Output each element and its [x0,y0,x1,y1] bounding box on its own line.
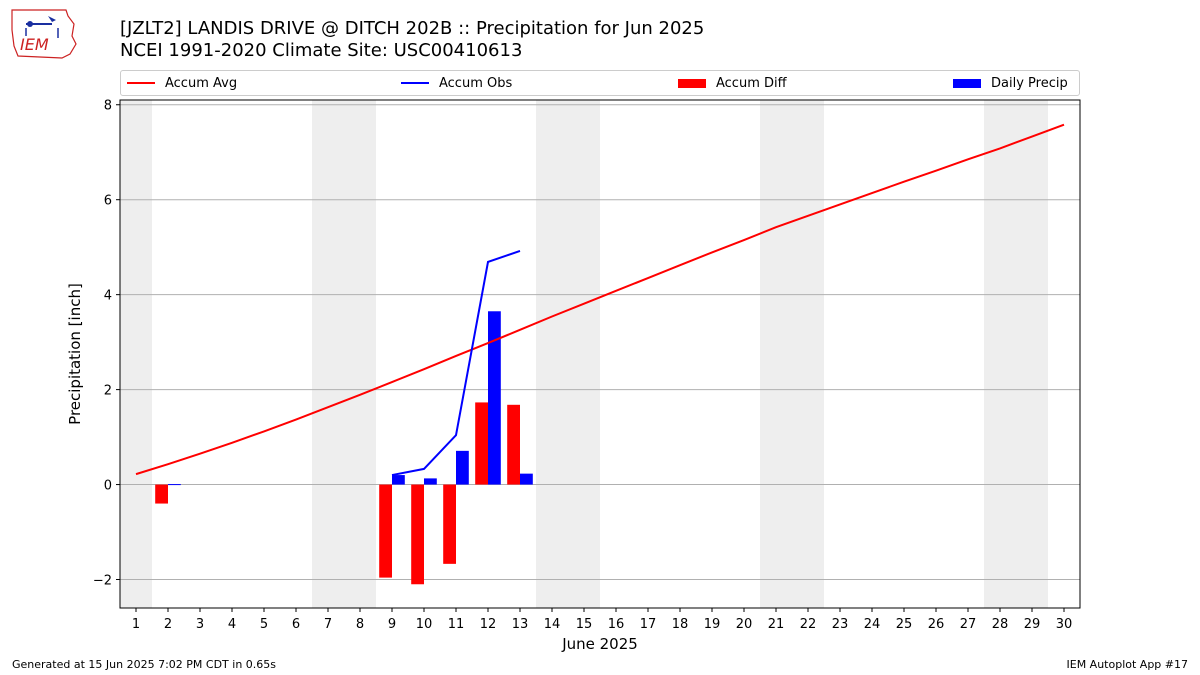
x-tick-label: 3 [196,617,204,632]
legend-swatch-accum-diff [678,78,706,88]
x-tick-label: 4 [228,617,236,632]
x-tick-label: 20 [736,617,753,632]
y-axis-label: Precipitation [inch] [66,283,84,425]
weekend-band [536,100,568,608]
accum-avg-line [135,123,1065,476]
weekend-band [568,100,600,608]
legend-accum-diff: Accum Diff [678,71,787,95]
weekend-band [120,100,152,608]
legend-swatch-accum-obs [401,82,429,84]
y-tick-label: −2 [93,574,112,589]
weekend-band [1016,100,1048,608]
footer-app: IEM Autoplot App #17 [1066,658,1189,671]
legend-accum-avg: Accum Avg [127,71,237,95]
x-tick-label: 22 [800,617,817,632]
y-tick-label: 8 [104,99,112,114]
x-tick-label: 9 [388,617,396,632]
x-tick-label: 24 [864,617,881,632]
accum-diff-bar [507,404,520,485]
daily-precip-bar [424,478,437,485]
x-tick-label: 5 [260,617,268,632]
weekend-shading [120,100,1048,608]
iem-logo: IEM [8,6,80,60]
legend-daily-precip: Daily Precip [953,71,1068,95]
weekend-band [312,100,344,608]
accum-diff-bar [379,484,392,578]
x-tick-label: 30 [1056,617,1073,632]
accum-diff-bar [475,402,488,485]
weekend-band [792,100,824,608]
grid-lines [120,104,1080,581]
x-tick-label: 2 [164,617,172,632]
x-tick-label: 17 [640,617,657,632]
y-tick-label: 2 [104,384,112,399]
x-axis-label: June 2025 [561,635,638,653]
x-tick-label: 27 [960,617,977,632]
chart-title: [JZLT2] LANDIS DRIVE @ DITCH 202B :: Pre… [120,18,704,62]
legend-label-accum-diff: Accum Diff [716,75,787,91]
accum-diff-bar [155,484,168,504]
daily-precip-bar [520,473,533,485]
daily-precip-bar [488,311,501,485]
bars [155,311,533,585]
y-tick-label: 6 [104,194,112,209]
y-tick-label: 4 [104,289,112,304]
legend-label-accum-obs: Accum Obs [439,75,513,91]
x-tick-label: 11 [448,617,465,632]
x-tick-label: 12 [480,617,497,632]
legend-swatch-accum-avg [127,82,155,84]
x-tick-label: 15 [576,617,593,632]
weekend-band [984,100,1016,608]
logo-text: IEM [20,35,49,54]
x-tick-label: 7 [324,617,332,632]
title-line-1: [JZLT2] LANDIS DRIVE @ DITCH 202B :: Pre… [120,18,705,39]
legend-label-daily-precip: Daily Precip [991,75,1068,91]
x-tick-label: 13 [512,617,529,632]
x-tick-label: 10 [416,617,433,632]
weekend-band [760,100,792,608]
accum-obs-line [391,250,521,477]
daily-precip-bar [168,484,181,486]
title-line-2: NCEI 1991-2020 Climate Site: USC00410613 [120,40,523,61]
x-tick-label: 6 [292,617,300,632]
accum-diff-bar [443,484,456,564]
x-tick-label: 25 [896,617,913,632]
x-tick-label: 29 [1024,617,1041,632]
x-tick-label: 26 [928,617,945,632]
weekend-band [344,100,376,608]
x-tick-label: 19 [704,617,721,632]
y-tick-label: 0 [104,479,112,494]
legend-accum-obs: Accum Obs [401,71,512,95]
legend-label-accum-avg: Accum Avg [165,75,238,91]
x-tick-label: 8 [356,617,364,632]
daily-precip-bar [456,450,469,485]
iowa-state-logo-icon: IEM [11,9,77,59]
footer-generated: Generated at 15 Jun 2025 7:02 PM CDT in … [12,658,277,671]
plot-frame [119,99,1081,609]
x-tick-label: 14 [544,617,561,632]
x-tick-label: 23 [832,617,849,632]
legend-swatch-daily-precip [953,78,981,88]
x-tick-label: 18 [672,617,689,632]
x-tick-label: 28 [992,617,1009,632]
x-tick-label: 16 [608,617,625,632]
x-tick-label: 1 [132,617,140,632]
x-tick-label: 21 [768,617,785,632]
chart-legend: Accum Avg Accum Obs Accum Diff Daily Pre… [120,70,1080,96]
lines [135,123,1065,477]
accum-diff-bar [411,484,424,585]
daily-precip-bar [392,475,405,485]
